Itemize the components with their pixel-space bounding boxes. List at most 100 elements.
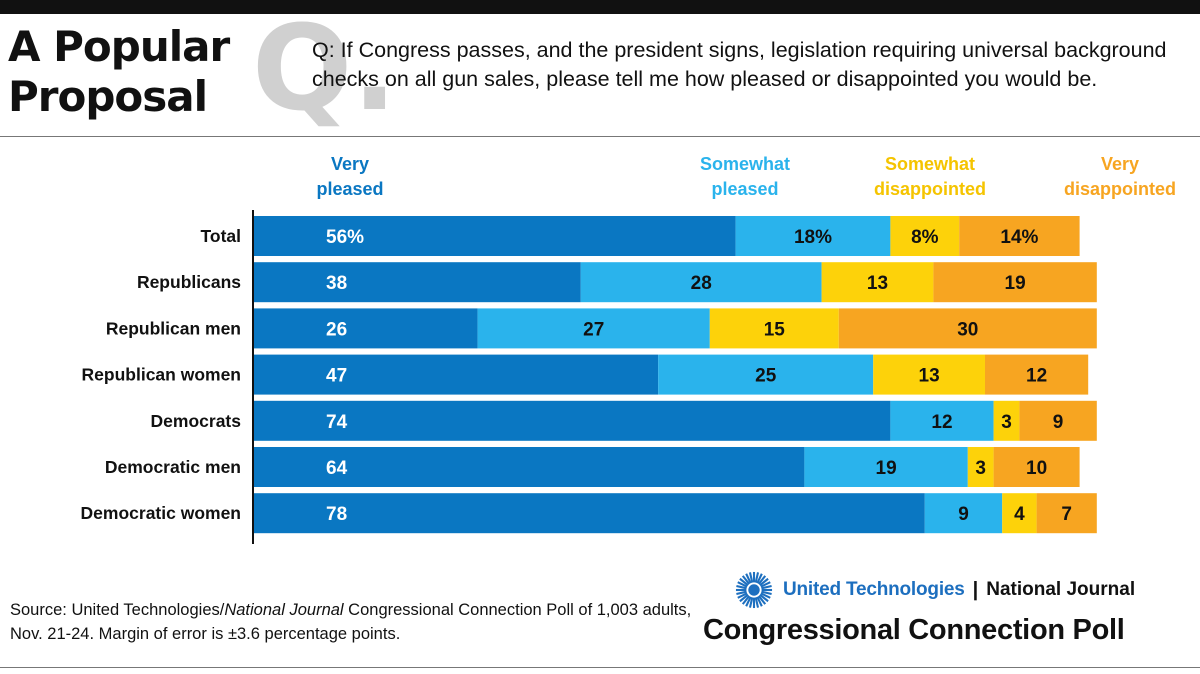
bar-republican-men-very-pleased	[254, 308, 478, 349]
source-prefix: Source: United Technologies/	[10, 601, 225, 619]
survey-question: Q: If Congress passes, and the president…	[312, 38, 1167, 91]
source-italic: National Journal	[224, 601, 344, 619]
sponsor-name: United Technologies	[783, 579, 965, 600]
bar-democratic-men-very-disappointed	[993, 447, 1080, 487]
value-label-republicans-very-pleased: 38	[326, 273, 347, 294]
bar-republican-women-somewhat-disappointed	[873, 354, 985, 395]
value-label-republican-women-somewhat-disappointed: 13	[919, 366, 940, 387]
bar-republican-men-very-disappointed	[838, 308, 1097, 349]
category-label-republicans: Republicans	[137, 272, 241, 292]
value-label-democrats-very-disappointed: 9	[1053, 412, 1064, 433]
bar-republicans-very-pleased	[254, 262, 581, 303]
logo-ray	[745, 573, 752, 584]
bar-democratic-men-very-pleased	[254, 447, 805, 487]
value-label-republicans-very-disappointed: 19	[1005, 273, 1026, 294]
value-label-democrats-somewhat-disappointed: 3	[1001, 412, 1012, 433]
logo-ray	[754, 597, 760, 608]
page-title: A Popular Proposal	[8, 22, 248, 122]
bar-republican-men-somewhat-pleased	[477, 308, 710, 349]
bar-democratic-men-somewhat-pleased	[804, 447, 968, 487]
legend-somewhat-pleased: Somewhat pleased	[699, 154, 791, 199]
bar-democratic-women-very-disappointed	[1036, 493, 1097, 534]
value-label-republican-men-very-pleased: 26	[326, 319, 347, 340]
bar-republican-women-somewhat-pleased	[658, 354, 874, 395]
logo-ray	[760, 592, 771, 599]
source-note: Source: United Technologies/National Jou…	[10, 598, 700, 646]
sponsor-line: United Technologies | National Journal	[735, 571, 1136, 609]
legend-very-disappointed: Very disappointed	[1064, 154, 1176, 199]
value-label-democratic-women-somewhat-pleased: 9	[958, 504, 969, 525]
logo-ray	[737, 592, 748, 599]
bar-democratic-women-somewhat-disappointed	[1002, 493, 1037, 534]
bar-democrats-somewhat-pleased	[890, 400, 994, 441]
logo-ray	[756, 573, 763, 584]
bar-republican-women-very-pleased	[254, 354, 659, 395]
logo-ray	[741, 575, 751, 585]
bar-democrats-very-disappointed	[1019, 400, 1097, 441]
title-line-1: A Popular	[8, 22, 230, 71]
value-label-democratic-women-very-pleased: 78	[326, 504, 347, 525]
logo-ray	[739, 593, 749, 603]
value-label-republicans-somewhat-disappointed: 13	[867, 273, 888, 294]
united-technologies-logo-icon	[735, 571, 773, 609]
value-label-total-somewhat-pleased: 18%	[794, 227, 832, 248]
top-bar	[0, 0, 1200, 14]
bar-democratic-women-somewhat-pleased	[924, 493, 1003, 534]
source-suffix: Congressional Connection Poll of 1,003 a…	[10, 601, 692, 643]
value-label-democratic-women-somewhat-disappointed: 4	[1014, 504, 1025, 525]
poll-name: Congressional Connection Poll	[703, 614, 1125, 646]
title-line-2: Proposal	[8, 72, 208, 121]
logo-ray	[745, 596, 752, 607]
publisher-name: National Journal	[986, 579, 1136, 600]
value-label-democratic-men-very-pleased: 64	[326, 458, 348, 479]
logo-ray	[759, 593, 769, 603]
bar-democrats-somewhat-disappointed	[993, 400, 1020, 441]
value-label-republican-women-very-disappointed: 12	[1026, 366, 1047, 387]
value-label-democrats-somewhat-pleased: 12	[931, 412, 952, 433]
value-label-democratic-women-very-disappointed: 7	[1061, 504, 1072, 525]
logo-ray	[756, 596, 763, 607]
logo-ray	[736, 584, 747, 590]
value-label-republicans-somewhat-pleased: 28	[691, 273, 712, 294]
value-label-republican-men-very-disappointed: 30	[957, 319, 978, 340]
bar-total-very-pleased	[254, 216, 736, 256]
value-label-democratic-men-very-disappointed: 10	[1026, 458, 1047, 479]
logo-ray	[759, 577, 769, 587]
logo-ray	[754, 572, 760, 583]
value-label-republican-men-somewhat-pleased: 27	[583, 319, 604, 340]
bar-republicans-very-disappointed	[933, 262, 1097, 303]
value-label-total-very-disappointed: 14%	[1000, 227, 1038, 248]
logo-ray	[748, 597, 754, 608]
logo-ray	[741, 595, 751, 605]
footer-divider	[0, 667, 1200, 668]
category-label-republican-women: Republican women	[82, 365, 241, 385]
category-label-democratic-men: Democratic men	[105, 457, 241, 477]
bar-democratic-men-somewhat-disappointed	[967, 447, 994, 487]
logo-ray	[760, 581, 771, 588]
header-divider	[0, 136, 1200, 137]
logo-ray	[748, 572, 754, 583]
bar-democrats-very-pleased	[254, 400, 891, 441]
bar-total-very-disappointed	[959, 216, 1080, 256]
sponsor-separator: |	[972, 578, 979, 601]
value-label-democrats-very-pleased: 74	[326, 412, 348, 433]
bar-republican-women-very-disappointed	[985, 354, 1089, 395]
value-label-total-very-pleased: 56%	[326, 227, 364, 248]
logo-ray	[757, 575, 767, 585]
bar-republicans-somewhat-disappointed	[821, 262, 934, 303]
bar-republican-men-somewhat-disappointed	[709, 308, 839, 349]
bar-total-somewhat-pleased	[735, 216, 891, 256]
logo-ray	[739, 577, 749, 587]
category-label-democrats: Democrats	[151, 411, 242, 431]
value-label-democratic-men-somewhat-disappointed: 3	[975, 458, 986, 479]
logo-ray	[736, 590, 747, 596]
value-label-republican-men-somewhat-disappointed: 15	[764, 319, 786, 340]
value-label-democratic-men-somewhat-pleased: 19	[876, 458, 897, 479]
value-label-total-somewhat-disappointed: 8%	[911, 227, 939, 248]
q-letter-watermark: Q.	[252, 0, 398, 137]
logo-ray	[757, 595, 767, 605]
value-label-republican-women-very-pleased: 47	[326, 366, 347, 387]
legend-somewhat-disappointed: Somewhat disappointed	[874, 154, 986, 199]
value-label-republican-women-somewhat-pleased: 25	[755, 366, 777, 387]
